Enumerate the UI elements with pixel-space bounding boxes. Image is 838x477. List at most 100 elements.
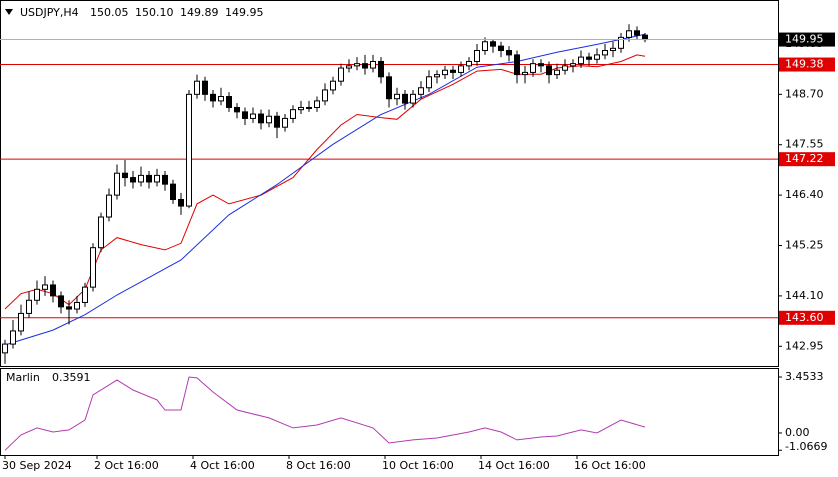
candle-body bbox=[562, 65, 568, 71]
candle-body bbox=[170, 183, 176, 200]
candle-body bbox=[538, 63, 544, 67]
candle-body bbox=[210, 93, 216, 102]
candle-body bbox=[98, 216, 104, 249]
candle-body bbox=[82, 286, 88, 303]
candle-body bbox=[218, 96, 224, 102]
candle-body bbox=[586, 56, 592, 60]
candle-body bbox=[258, 113, 264, 124]
candle-body bbox=[122, 172, 128, 179]
level-label-box bbox=[779, 310, 835, 325]
candle-body bbox=[250, 113, 256, 119]
x-tick-label: 4 Oct 16:00 bbox=[190, 459, 255, 472]
candle-body bbox=[522, 71, 528, 76]
x-tick-label: 8 Oct 16:00 bbox=[286, 459, 351, 472]
candle-body bbox=[450, 69, 456, 73]
candle-body bbox=[354, 63, 360, 67]
candle-body bbox=[346, 65, 352, 69]
candle-body bbox=[506, 50, 512, 56]
candle-body bbox=[514, 54, 520, 76]
candle-body bbox=[466, 60, 472, 67]
level-label: 143.60 bbox=[785, 311, 824, 324]
candle-body bbox=[90, 247, 96, 288]
candle-body bbox=[74, 301, 80, 310]
candle-body bbox=[10, 330, 16, 345]
candle-body bbox=[554, 69, 560, 76]
level-label-box bbox=[779, 152, 835, 167]
candle-body bbox=[130, 177, 136, 183]
candle-body bbox=[330, 80, 336, 91]
y-tick-label: 0.00 bbox=[785, 426, 810, 439]
candle-body bbox=[194, 80, 200, 95]
candle-body bbox=[378, 60, 384, 78]
candle-body bbox=[290, 109, 296, 119]
candle-body bbox=[530, 63, 536, 73]
x-tick-label: 10 Oct 16:00 bbox=[382, 459, 454, 472]
quote-value: 149.89 bbox=[180, 6, 219, 19]
candle-body bbox=[306, 106, 312, 109]
candle-body bbox=[58, 295, 64, 308]
quote-value: 149.95 bbox=[225, 6, 264, 19]
candle-body bbox=[642, 34, 648, 41]
candle-body bbox=[410, 93, 416, 104]
candle-body bbox=[546, 65, 552, 76]
candle-body bbox=[618, 36, 624, 49]
candle-body bbox=[482, 41, 488, 52]
y-tick-label: 147.55 bbox=[785, 138, 824, 151]
candle-body bbox=[362, 63, 368, 69]
price-label-box bbox=[779, 32, 835, 47]
candle-body bbox=[266, 115, 272, 124]
candle-body bbox=[394, 93, 400, 100]
candle-body bbox=[498, 45, 504, 52]
moving-average bbox=[4, 33, 646, 346]
candle-body bbox=[434, 74, 440, 78]
candle-body bbox=[274, 115, 280, 128]
candle-body bbox=[570, 63, 576, 67]
candle-body bbox=[138, 174, 144, 183]
y-tick-label: -1.0669 bbox=[785, 440, 827, 453]
candle-body bbox=[442, 69, 448, 76]
indicator-value: 0.3591 bbox=[52, 371, 91, 384]
x-tick-label: 2 Oct 16:00 bbox=[94, 459, 159, 472]
quote-value: 150.10 bbox=[135, 6, 174, 19]
candle-body bbox=[602, 50, 608, 56]
candle-body bbox=[578, 56, 584, 65]
menu-arrow bbox=[5, 9, 13, 15]
indicator-line bbox=[4, 376, 646, 451]
candle-body bbox=[610, 47, 616, 52]
candle-body bbox=[426, 76, 432, 89]
candle-body bbox=[42, 284, 48, 290]
price-label: 149.95 bbox=[785, 33, 824, 46]
candle-body bbox=[146, 174, 152, 183]
candle-body bbox=[106, 194, 112, 218]
candle-body bbox=[418, 87, 424, 95]
x-tick-label: 14 Oct 16:00 bbox=[478, 459, 550, 472]
candle-body bbox=[322, 89, 328, 102]
candle-body bbox=[298, 106, 304, 111]
candle-body bbox=[242, 111, 248, 119]
candle-body bbox=[26, 299, 32, 314]
x-tick-label: 30 Sep 2024 bbox=[2, 459, 72, 472]
indicator-panel bbox=[0, 368, 779, 456]
candle-body bbox=[66, 306, 72, 310]
candle-body bbox=[34, 288, 40, 301]
indicator-title: Marlin bbox=[6, 371, 40, 384]
candle-body bbox=[314, 100, 320, 108]
candle-body bbox=[282, 117, 288, 128]
candle-body bbox=[474, 50, 480, 62]
candle-body bbox=[338, 67, 344, 82]
candle-body bbox=[18, 312, 24, 332]
candle-body bbox=[234, 106, 240, 113]
y-tick-label: 144.10 bbox=[785, 289, 824, 302]
level-label: 149.38 bbox=[785, 58, 824, 71]
y-tick-label: 146.40 bbox=[785, 188, 824, 201]
quote-value: 150.05 bbox=[90, 6, 129, 19]
y-tick-label: 3.4533 bbox=[785, 370, 824, 383]
main-panel bbox=[0, 0, 779, 367]
x-tick-label: 16 Oct 16:00 bbox=[574, 459, 646, 472]
candle-body bbox=[594, 54, 600, 60]
y-tick-label: 148.70 bbox=[785, 87, 824, 100]
chart-title: USDJPY,H4 bbox=[20, 6, 79, 19]
candle-body bbox=[2, 343, 8, 354]
